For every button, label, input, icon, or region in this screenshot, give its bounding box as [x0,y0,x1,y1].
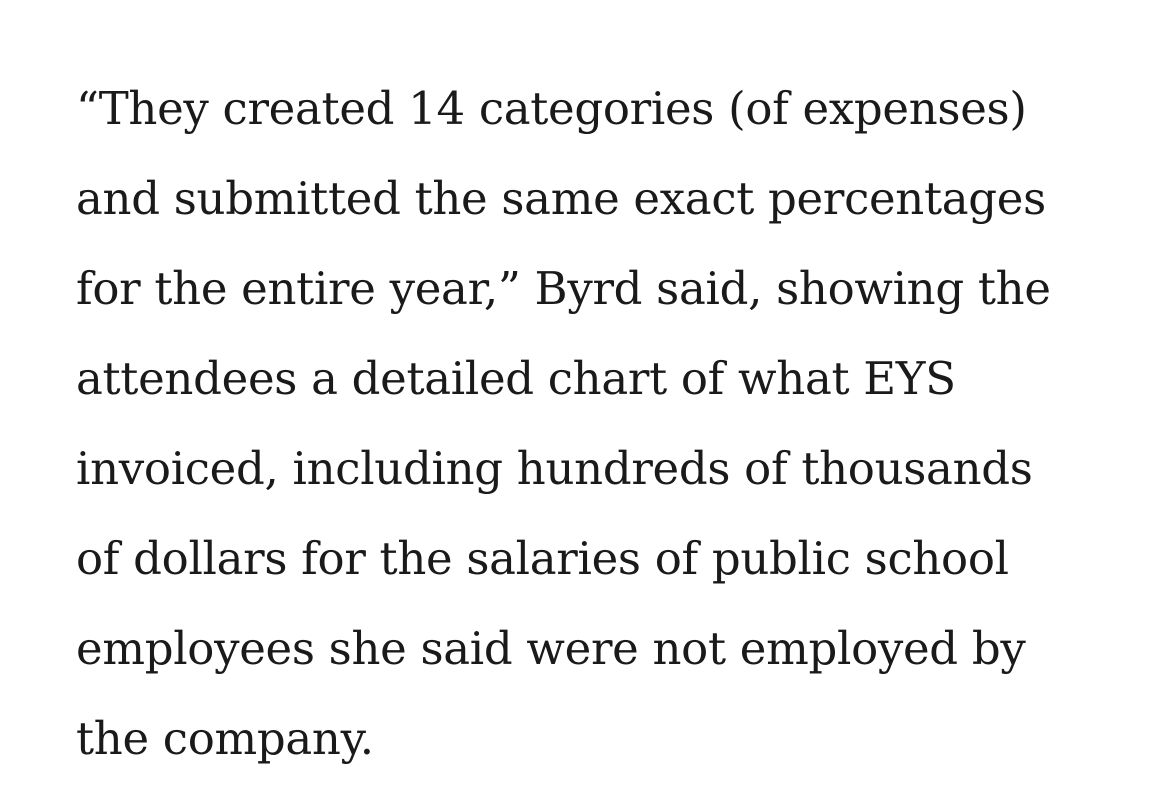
paragraph-line: for the entire year,” Byrd said, showing… [76,262,1051,315]
paragraph-line: the company. [76,712,374,765]
paragraph-line: attendees a detailed chart of what EYS [76,352,956,405]
paragraph-line: “They created 14 categories (of expenses… [76,82,1027,135]
paragraph-line: of dollars for the salaries of public sc… [76,532,1009,585]
paragraph-line: invoiced, including hundreds of thousand… [76,442,1033,495]
article-paragraph: “They created 14 categories (of expenses… [76,64,1136,784]
paragraph-line: and submitted the same exact percentages [76,172,1046,225]
paragraph-line: employees she said were not employed by [76,622,1026,675]
